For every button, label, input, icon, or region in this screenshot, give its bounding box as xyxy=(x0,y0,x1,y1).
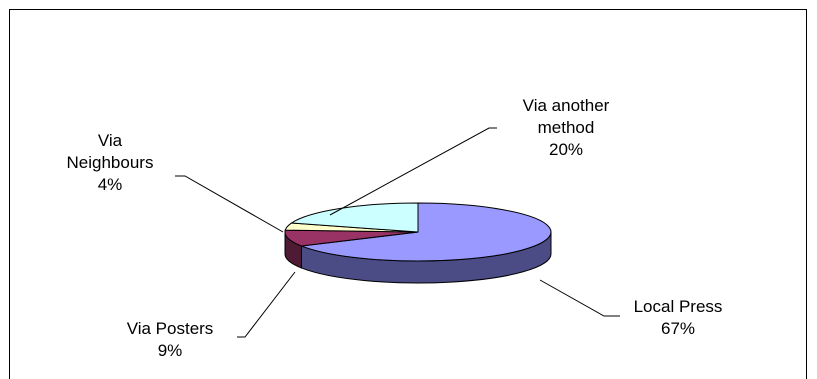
slice-label-line: Via Posters xyxy=(126,319,214,338)
slice-value-label: 67% xyxy=(660,319,696,338)
slice-label-line: Via xyxy=(97,131,123,150)
pie-slice xyxy=(290,202,419,233)
slice-label-line: Neighbours xyxy=(66,153,154,172)
leader-line xyxy=(329,127,497,216)
label-via-posters: Via Posters 9% xyxy=(95,318,245,362)
chart-frame xyxy=(9,9,807,379)
slice-label-line: Via another xyxy=(522,96,610,115)
pie-slice xyxy=(301,202,552,262)
slice-value-label: 20% xyxy=(548,140,584,159)
leader-line xyxy=(237,271,296,338)
label-local-press: Local Press 67% xyxy=(603,296,753,340)
label-via-neighbours: Via Neighbours 4% xyxy=(35,130,185,196)
slice-label-line: method xyxy=(537,118,595,137)
slice-value-label: 4% xyxy=(97,175,123,194)
slice-value-label: 9% xyxy=(157,341,183,360)
label-via-another-method: Via another method 20% xyxy=(491,95,641,161)
leader-line xyxy=(539,279,620,317)
leader-line xyxy=(175,175,284,233)
slice-label-line: Local Press xyxy=(633,297,723,316)
pie-chart xyxy=(175,127,620,338)
